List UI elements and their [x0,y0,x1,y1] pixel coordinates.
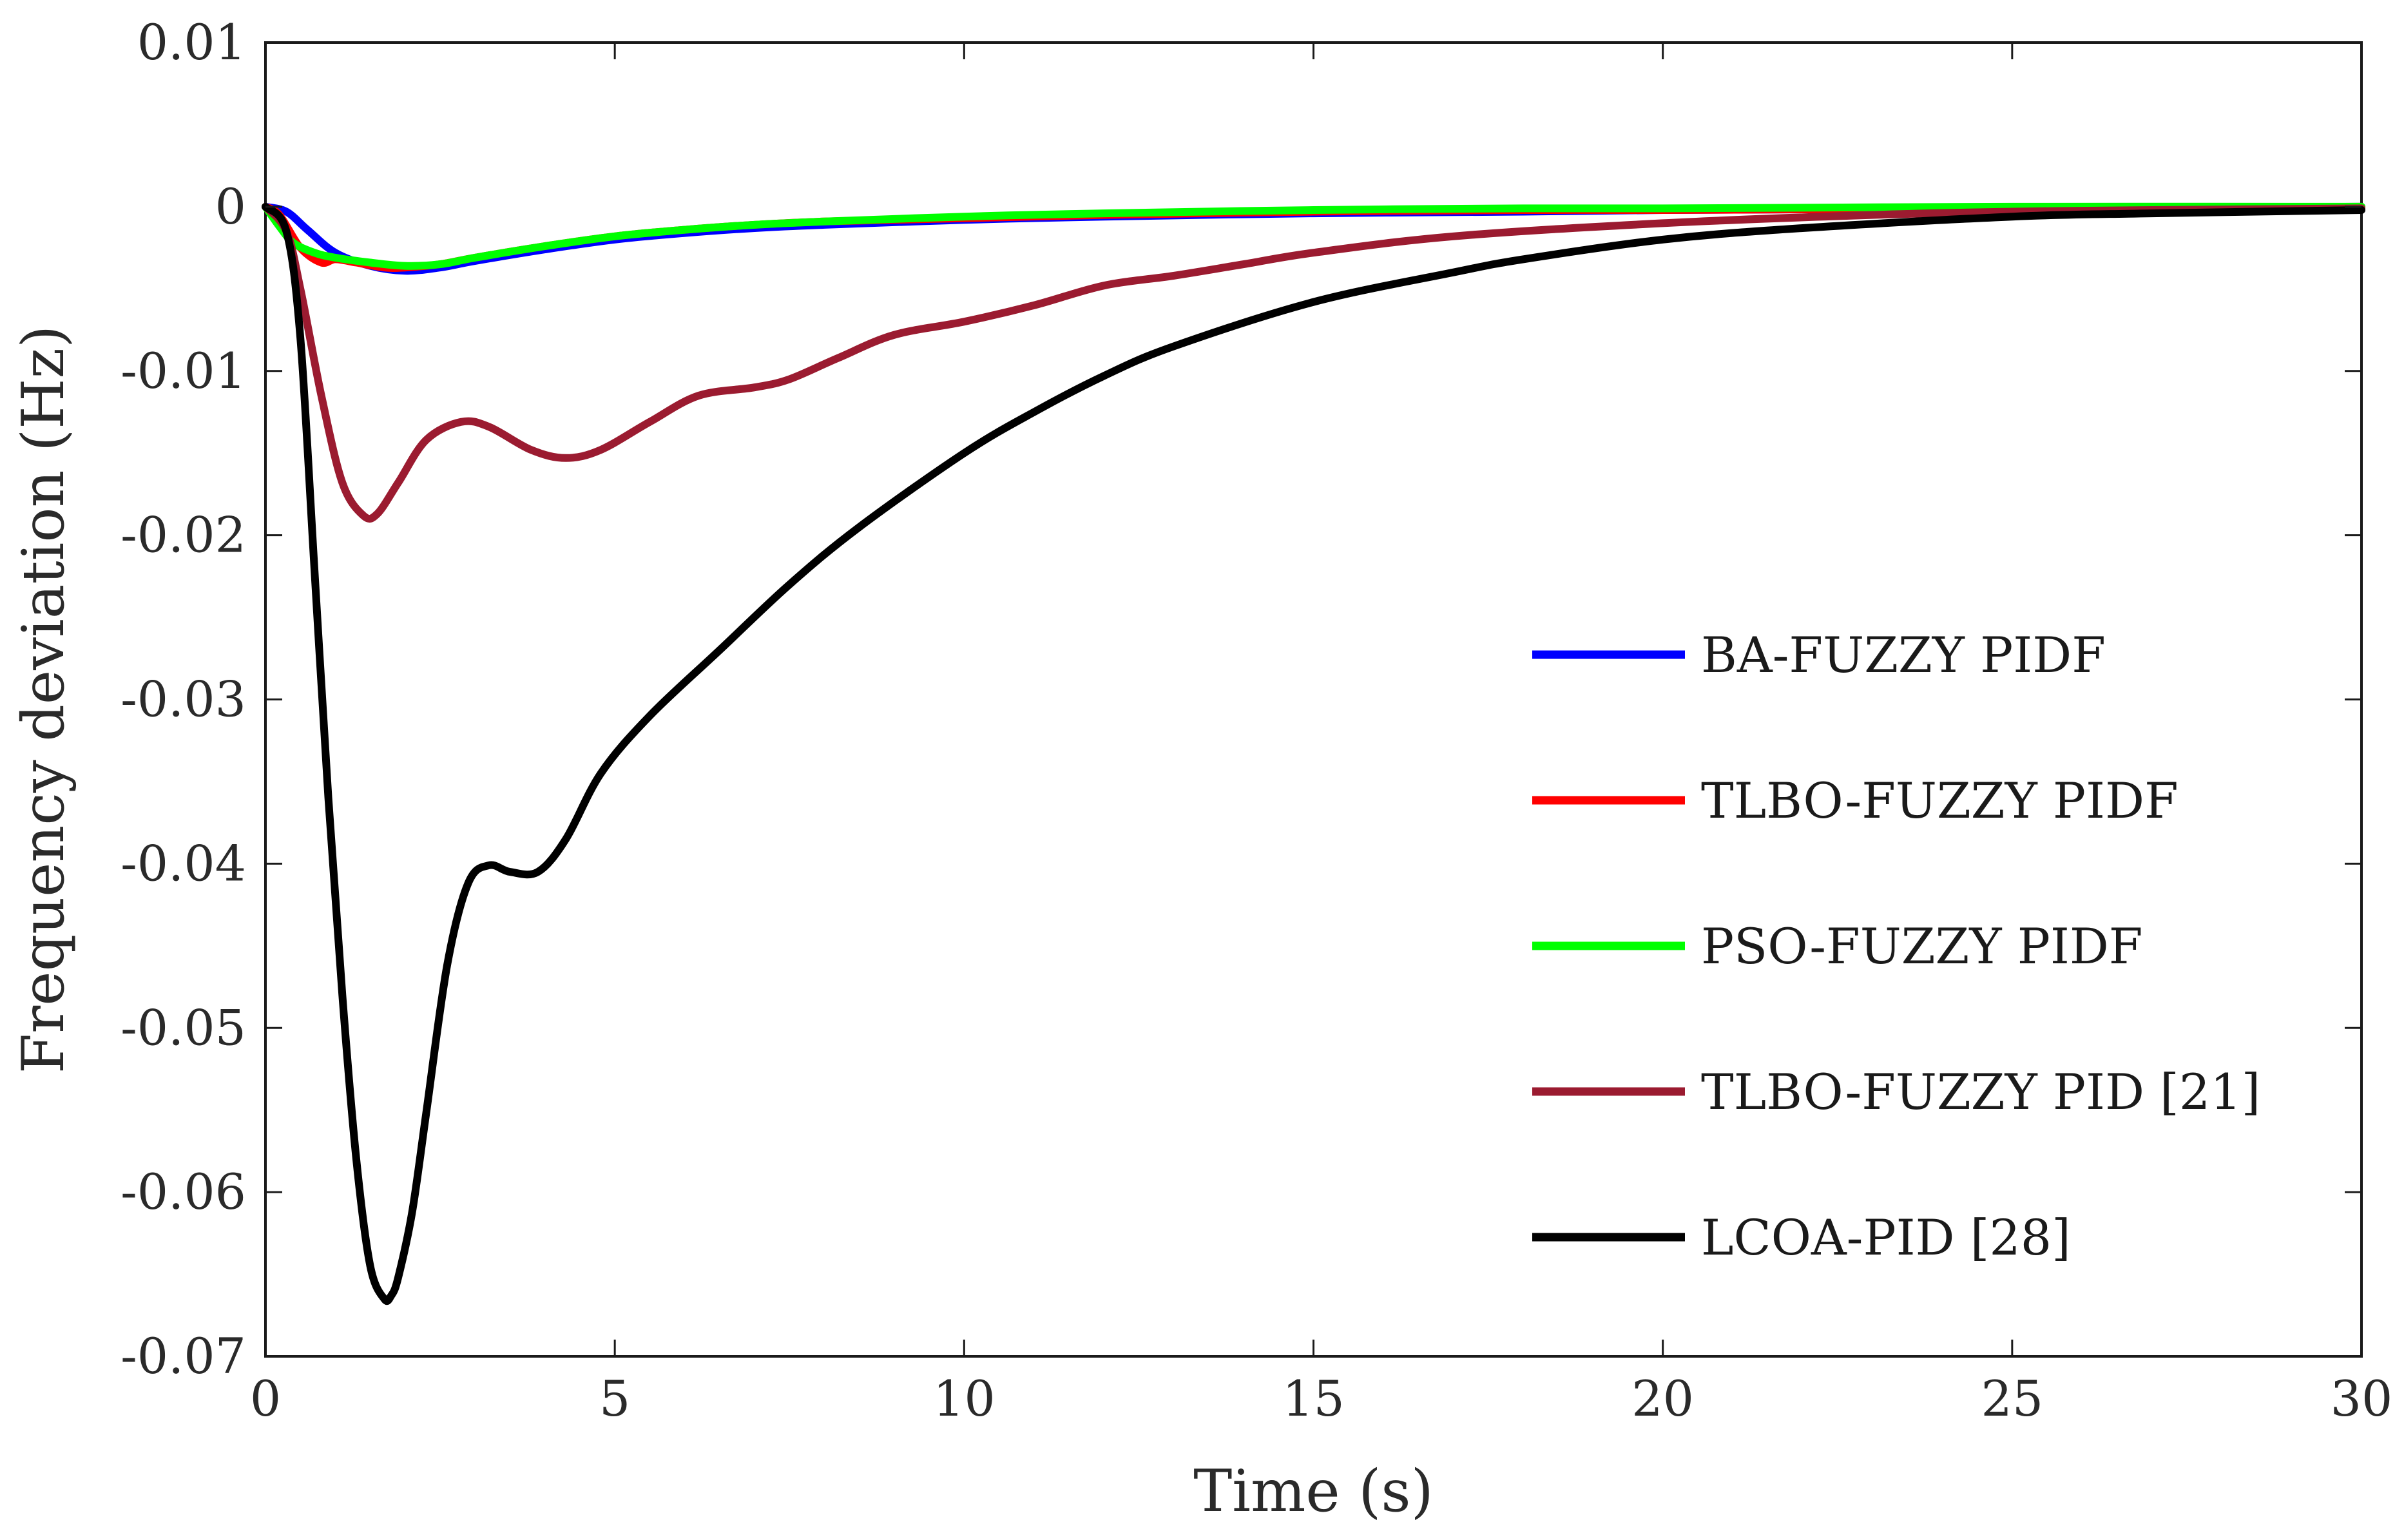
legend-label-tlbo-fuzzy-pidf: TLBO-FUZZY PIDF [1701,772,2179,829]
y-axis-label: Frequency deviation (Hz) [10,325,77,1073]
y-tick-label: -0.05 [120,999,246,1056]
y-tick-label: 0.01 [137,14,246,71]
y-tick-label: -0.02 [120,506,246,564]
legend-label-pso-fuzzy-pidf: PSO-FUZZY PIDF [1701,918,2143,975]
x-tick-label: 25 [1981,1370,2043,1427]
axis-ticks: 0 5 10 15 20 25 30 0.01 0 -0.01 -0.02 -0.03 -0.04 -0.… [120,14,2392,1427]
x-tick-label: 5 [599,1370,630,1427]
series-line-tlbo-fuzzy-pid-21 [262,202,2365,523]
series-line-lcoa-pid-28 [262,202,2365,1305]
plot-area [264,41,2363,1358]
x-tick-label: 0 [250,1370,281,1427]
x-axis-label: Time (s) [1193,1458,1433,1525]
x-tick-label: 15 [1282,1370,1345,1427]
x-tick-label: 30 [2331,1370,2393,1427]
x-tick-label: 20 [1631,1370,1694,1427]
y-tick-label: -0.04 [120,834,246,892]
plot-frame [264,41,2363,1358]
x-tick-label: 10 [933,1370,996,1427]
series-layer [262,202,2365,1305]
y-tick-label: -0.07 [120,1327,246,1385]
y-tick-label: -0.03 [120,671,246,728]
y-tick-label: -0.01 [120,342,246,399]
legend-label-lcoa-pid-28: LCOA-PID [28] [1701,1209,2071,1266]
legend-label-ba-fuzzy-pidf: BA-FUZZY PIDF [1701,626,2106,684]
legend: BA-FUZZY PIDF TLBO-FUZZY PIDF PSO-FUZZY PI… [1532,626,2260,1266]
series-line-pso-fuzzy-pidf [262,202,2365,270]
legend-label-tlbo-fuzzy-pid-21: TLBO-FUZZY PID [21] [1701,1063,2260,1121]
y-tick-label: -0.06 [120,1163,246,1220]
y-tick-label: 0 [215,178,246,235]
